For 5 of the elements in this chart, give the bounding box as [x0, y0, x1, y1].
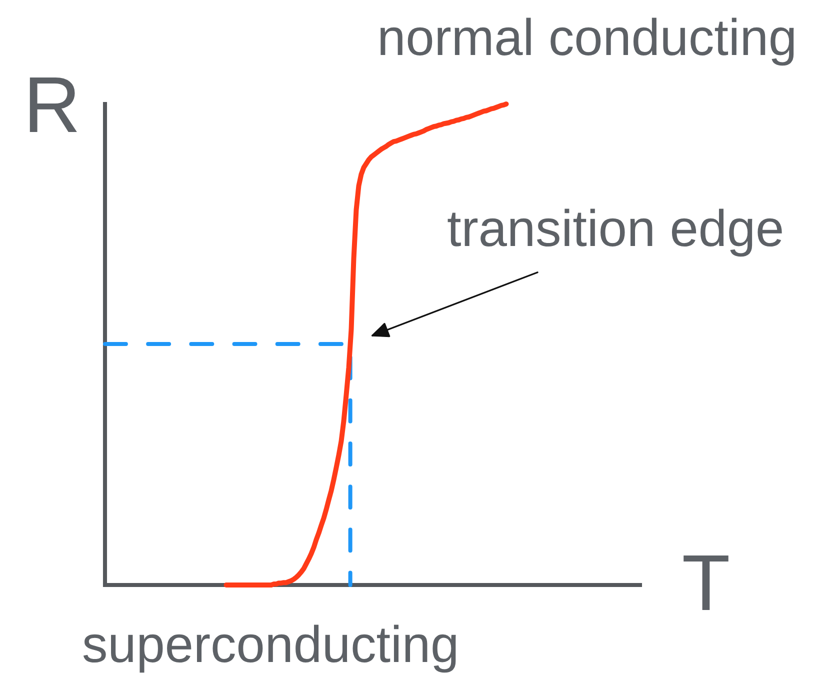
text: normal conducting: [380, 18, 794, 66]
annotation: transition edge: [448, 208, 782, 257]
text: superconducting: [83, 624, 456, 673]
y-axis-title: R: [30, 78, 77, 132]
x-axis-title: T: [684, 556, 728, 610]
